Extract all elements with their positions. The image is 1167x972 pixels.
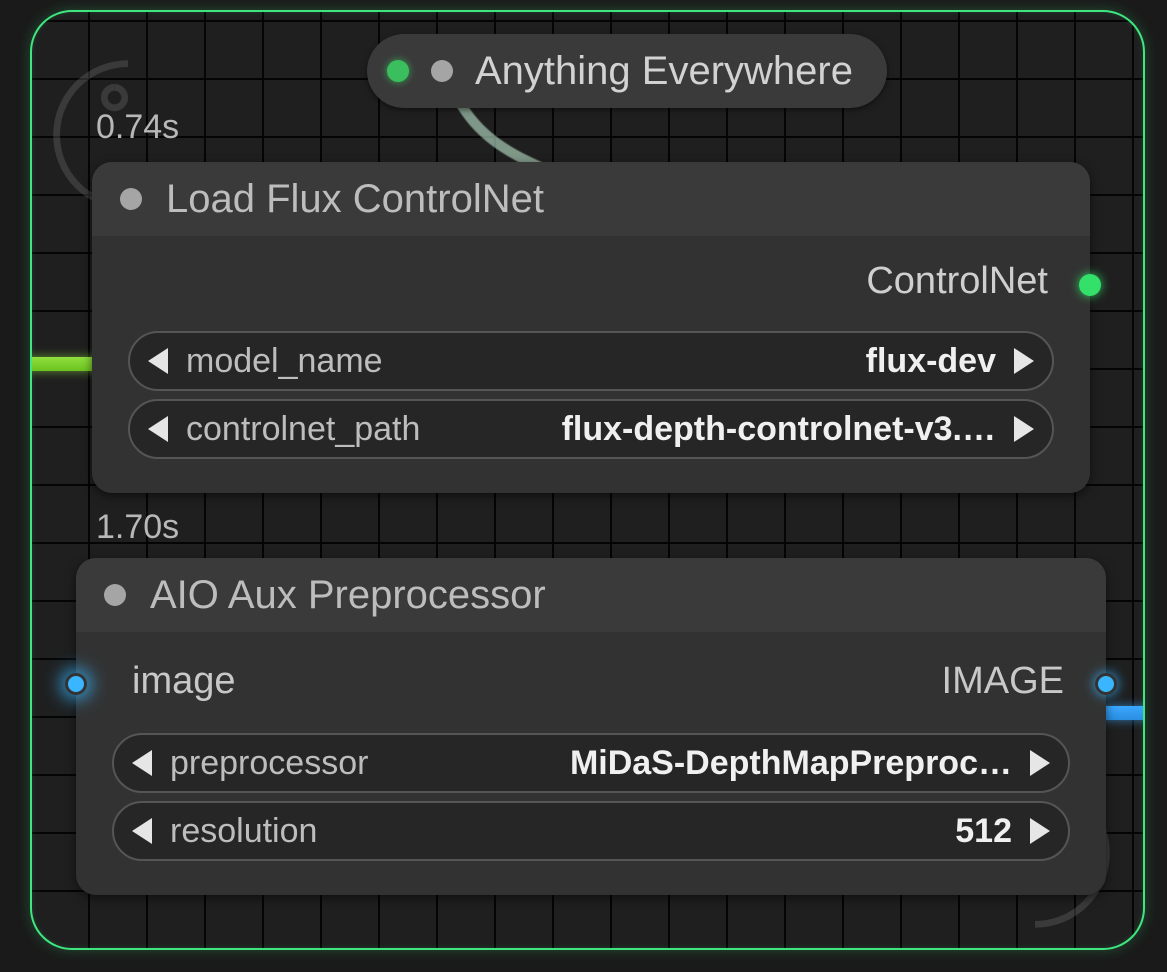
output-row: ControlNet [92, 246, 1090, 323]
collapse-toggle-icon[interactable] [104, 584, 126, 606]
node-anything-everywhere[interactable]: Anything Everywhere [367, 34, 887, 108]
node-title: Anything Everywhere [475, 49, 853, 94]
node-title: Load Flux ControlNet [166, 177, 544, 222]
chevron-right-icon[interactable] [1030, 750, 1050, 776]
combo-controlnet-path[interactable]: controlnet_path flux-depth-controlnet-v3… [128, 399, 1054, 459]
output-port-icon[interactable] [1079, 274, 1101, 296]
input-port-icon[interactable] [65, 673, 87, 695]
combo-preprocessor[interactable]: preprocessor MiDaS-DepthMapPreproc… [112, 733, 1070, 793]
param-value: 512 [955, 812, 1012, 851]
collapse-toggle-icon[interactable] [120, 188, 142, 210]
input-label: image [132, 660, 236, 703]
chevron-right-icon[interactable] [1030, 818, 1050, 844]
node-titlebar[interactable]: Load Flux ControlNet [92, 162, 1090, 236]
chevron-left-icon[interactable] [132, 818, 152, 844]
node-load-flux-controlnet[interactable]: Load Flux ControlNet ControlNet model_na… [92, 162, 1090, 493]
chevron-left-icon[interactable] [148, 416, 168, 442]
node-aio-aux-preprocessor[interactable]: AIO Aux Preprocessor image IMAGE preproc… [76, 558, 1106, 895]
chevron-right-icon[interactable] [1014, 348, 1034, 374]
chevron-left-icon[interactable] [132, 750, 152, 776]
node-titlebar[interactable]: AIO Aux Preprocessor [76, 558, 1106, 632]
param-value: flux-dev [866, 342, 996, 381]
param-key: model_name [186, 342, 383, 381]
param-value: MiDaS-DepthMapPreproc… [570, 744, 1012, 783]
param-key: controlnet_path [186, 410, 420, 449]
chevron-left-icon[interactable] [148, 348, 168, 374]
combo-model-name[interactable]: model_name flux-dev [128, 331, 1054, 391]
output-port-icon[interactable] [1095, 673, 1117, 695]
chevron-right-icon[interactable] [1014, 416, 1034, 442]
execution-time-badge: 1.70s [96, 508, 179, 547]
node-graph-canvas[interactable]: 0.74s Anything Everywhere Load Flux Cont… [30, 10, 1145, 950]
output-label: ControlNet [866, 260, 1048, 303]
combo-resolution[interactable]: resolution 512 [112, 801, 1070, 861]
output-label: IMAGE [942, 660, 1064, 703]
param-key: preprocessor [170, 744, 368, 783]
node-title: AIO Aux Preprocessor [150, 573, 546, 618]
input-port-icon[interactable] [431, 60, 453, 82]
input-port-icon[interactable] [387, 60, 409, 82]
io-row: image IMAGE [76, 642, 1106, 725]
param-key: resolution [170, 812, 317, 851]
param-value: flux-depth-controlnet-v3.… [562, 410, 996, 449]
execution-time-badge: 0.74s [96, 108, 179, 147]
